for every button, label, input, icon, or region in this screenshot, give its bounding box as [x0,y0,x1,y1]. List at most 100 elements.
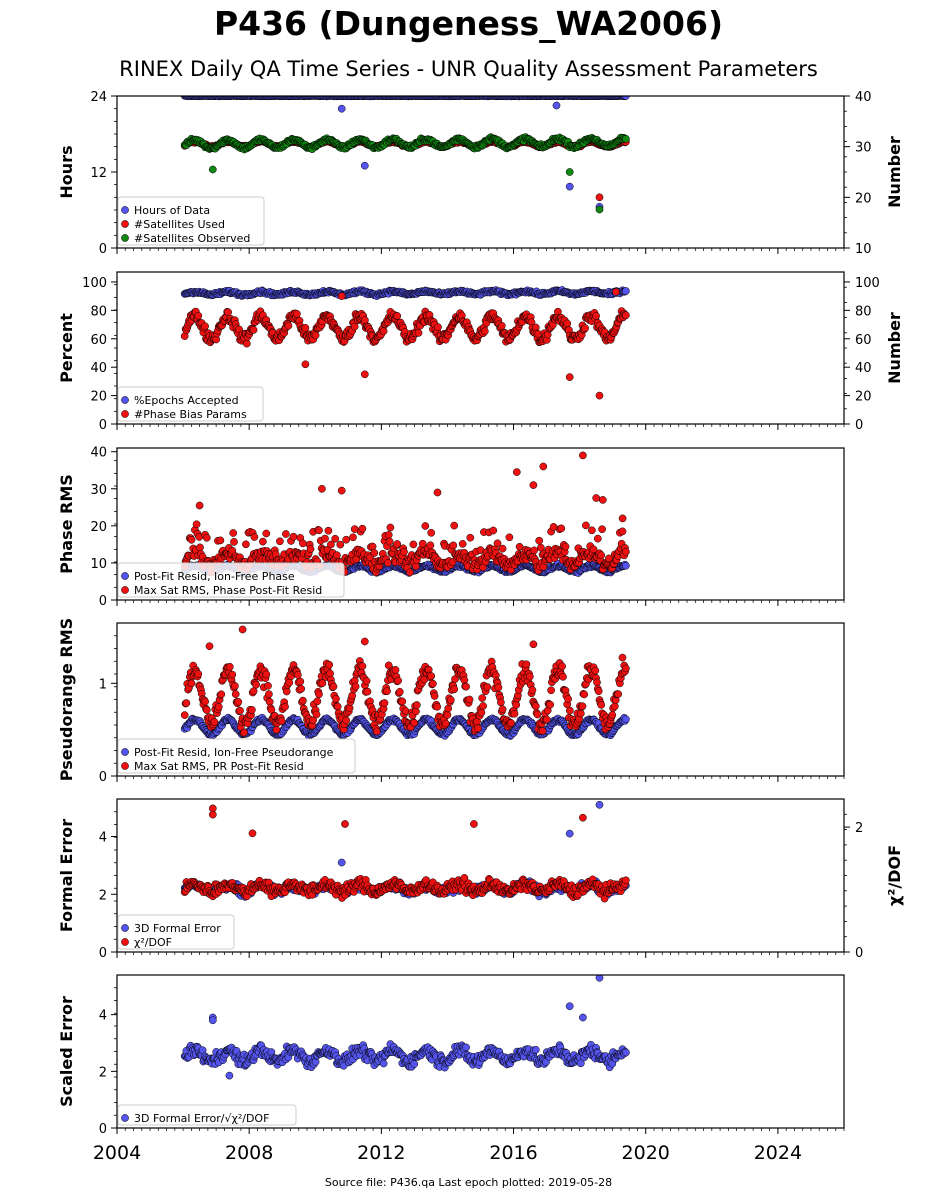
legend-marker [121,748,129,756]
data-point [368,542,377,551]
data-point [578,702,587,711]
data-point [384,531,393,539]
data-point [580,690,589,699]
outlier-point [552,101,561,110]
data-point [240,728,249,737]
data-point [592,312,600,320]
data-point [289,532,298,541]
data-point [229,529,238,537]
data-point [293,671,302,679]
outlier-point [529,481,538,489]
y-tick-label: 100 [82,276,107,291]
legend-label: Hours of Data [134,204,210,217]
legend-marker [121,572,129,580]
data-point [498,705,507,714]
y-axis-label: Pseudorange RMS [57,618,76,781]
y-tick-label: 1 [99,677,107,692]
data-point [450,685,459,694]
data-point [446,696,455,704]
data-point [272,725,281,734]
legend-marker [121,220,129,228]
data-point [370,549,379,557]
data-point [252,680,260,689]
data-point [358,524,367,533]
data-point [242,540,250,549]
data-point [522,660,531,669]
series-0 [180,286,630,300]
legend-marker [121,586,129,594]
data-point [622,715,630,724]
series-2 [180,133,630,214]
data-point [336,540,345,549]
data-point [400,548,408,556]
data-point [210,718,219,726]
data-point [497,321,506,330]
data-point [498,544,507,553]
data-point [201,322,209,331]
data-point [412,562,420,571]
data-point [581,324,589,333]
data-point [593,534,602,543]
data-point [489,526,498,535]
data-point [622,547,630,556]
data-point [542,715,551,724]
data-point [427,528,436,537]
data-point [393,312,402,320]
data-point [224,308,232,317]
data-point [379,327,388,336]
data-point [372,727,381,736]
legend-label: Max Sat RMS, PR Post-Fit Resid [134,760,304,773]
data-point [444,704,453,713]
data-point [348,691,357,700]
y-tick-label: 20 [90,520,107,535]
data-point [530,546,538,555]
data-point [311,331,320,340]
data-point [546,700,555,709]
data-point [414,329,423,337]
legend-marker [121,206,129,214]
y-tick-label-right: 80 [855,304,872,319]
data-point [180,711,189,719]
data-point [194,311,203,320]
legend: %Epochs Accepted#Phase Bias Params [117,386,264,422]
y-tick-label: 24 [90,90,107,105]
data-point [342,716,351,725]
y-tick-label: 0 [99,418,107,433]
data-point [306,545,315,553]
panel-percent: 020406080100Percent020406080100Number%Ep… [57,271,904,433]
data-point [618,653,627,662]
data-point [429,679,437,688]
data-point [512,701,521,709]
data-point [622,311,630,320]
data-point [597,551,606,560]
legend-marker [121,762,129,770]
data-point [462,682,470,691]
data-point [293,310,301,318]
data-point [262,670,271,679]
data-point [362,677,371,685]
data-point [194,670,203,678]
data-point [217,690,226,699]
data-point [250,533,259,541]
data-point [483,683,492,691]
data-point [242,339,251,348]
legend-box [117,196,265,246]
data-point [187,535,196,544]
y-tick-label-right: 10 [855,242,872,257]
outlier-point [565,168,574,176]
data-point [299,696,307,705]
data-points [180,96,630,214]
legend-label: #Phase Bias Params [134,408,247,421]
y-tick-label: 0 [99,594,107,609]
outlier-point [337,292,346,300]
data-point [561,542,570,551]
data-point [497,698,505,707]
outlier-point [598,496,607,504]
chart-subtitle: RINEX Daily QA Time Series - UNR Quality… [119,57,818,81]
data-point [608,711,617,719]
legend-marker [121,234,129,242]
data-point [196,543,204,552]
data-point [412,701,421,709]
